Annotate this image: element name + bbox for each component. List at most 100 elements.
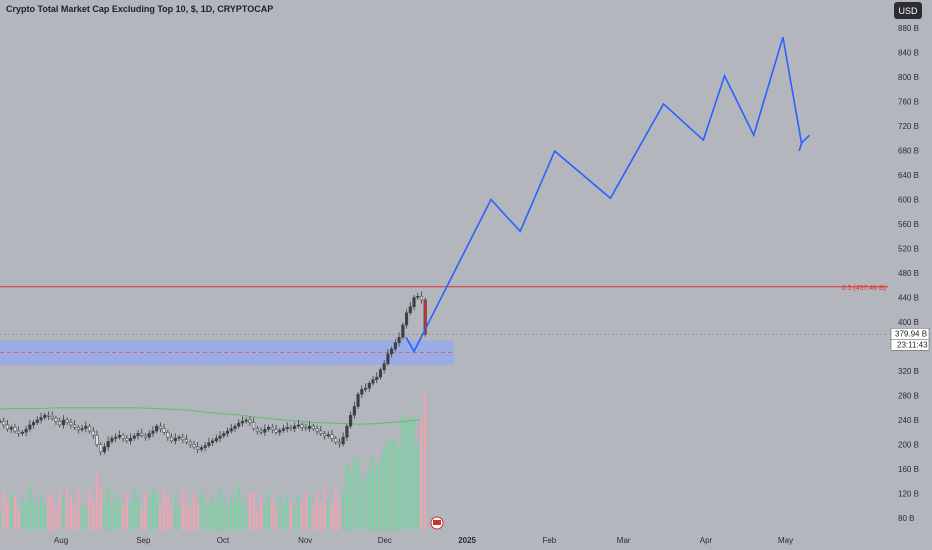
volume-bar <box>218 488 222 530</box>
candle <box>408 306 412 314</box>
volume-bar <box>32 498 35 530</box>
volume-bar <box>293 507 296 530</box>
volume-bar <box>2 492 5 530</box>
candle <box>337 441 341 445</box>
volume-bar <box>409 418 412 530</box>
candle <box>222 433 226 437</box>
candle <box>375 376 379 380</box>
candle <box>162 428 166 433</box>
volume-bar <box>110 502 114 530</box>
volume-bar <box>349 470 352 530</box>
candle <box>129 438 133 442</box>
volume-bar <box>54 505 58 530</box>
volume-bar <box>196 503 199 530</box>
volume-bar <box>69 496 73 530</box>
y-tick-label: 320 B <box>898 367 919 376</box>
candle <box>106 441 110 448</box>
candle <box>267 427 271 430</box>
candle <box>91 430 95 436</box>
candle <box>121 435 125 439</box>
currency-button[interactable]: USD <box>894 2 922 19</box>
volume-bar <box>267 492 270 530</box>
volume-bar <box>144 494 147 530</box>
volume-bar <box>256 509 259 530</box>
candle <box>177 436 181 439</box>
volume-bar <box>289 501 293 530</box>
volume-bar <box>338 499 341 530</box>
candle <box>20 432 24 434</box>
volume-bar <box>323 487 326 530</box>
candle <box>110 438 114 442</box>
volume-bar <box>416 442 419 530</box>
volume-bar <box>211 495 214 530</box>
candle <box>244 419 248 422</box>
candle <box>240 420 244 424</box>
projected-path-line[interactable] <box>405 36 811 354</box>
volume-bar <box>174 495 177 530</box>
volume-bar <box>103 502 106 530</box>
x-tick-label: Nov <box>298 536 312 545</box>
candle <box>0 420 2 423</box>
volume-bar <box>230 492 233 530</box>
candle <box>315 428 319 432</box>
candle <box>114 436 118 439</box>
candle <box>412 297 416 307</box>
candle <box>263 428 267 433</box>
candle <box>233 425 237 429</box>
volume-bar <box>215 502 218 530</box>
volume-bar <box>47 491 50 530</box>
candle <box>203 445 207 448</box>
volume-bar <box>308 497 311 530</box>
resistance-label: 0.5 (457.46 B) <box>842 285 886 292</box>
x-tick-label: Dec <box>378 536 392 545</box>
y-tick-label: 520 B <box>898 245 919 254</box>
volume-bar <box>226 506 229 530</box>
event-flag-icon-fill <box>433 520 441 525</box>
projected-path-arrowhead <box>798 142 803 152</box>
price-axis-panel[interactable] <box>888 0 932 550</box>
volume-bar <box>353 459 356 530</box>
volume-bar <box>248 491 252 530</box>
candle <box>147 433 151 438</box>
candle <box>416 296 420 298</box>
candle <box>214 438 218 442</box>
candle <box>330 434 334 439</box>
candle <box>326 434 330 437</box>
candle <box>80 428 84 431</box>
volume-bar <box>244 508 248 530</box>
candle <box>252 422 256 429</box>
y-tick-label: 200 B <box>898 441 919 450</box>
volume-bar <box>121 506 125 530</box>
candle <box>229 428 233 432</box>
x-tick-label: Apr <box>700 536 713 545</box>
candle <box>95 435 99 445</box>
volume-bar <box>319 501 322 530</box>
candle <box>371 379 375 384</box>
candle <box>46 414 51 417</box>
volume-bar <box>237 486 240 530</box>
volume-bar <box>192 494 196 530</box>
candle <box>300 424 304 428</box>
candle <box>2 420 6 426</box>
volume-bar <box>233 501 237 530</box>
volume-bar <box>0 516 2 530</box>
volume-bar <box>368 470 371 530</box>
volume-bar <box>24 502 28 530</box>
candle <box>319 430 323 434</box>
volume-bar <box>181 490 184 530</box>
volume-bar <box>334 488 337 530</box>
volume-bar <box>159 505 162 530</box>
plot-area <box>0 0 888 550</box>
candle <box>378 369 383 378</box>
candle <box>192 444 196 448</box>
candle <box>218 435 222 439</box>
candle <box>39 417 43 421</box>
y-tick-label: 280 B <box>898 392 919 401</box>
volume-bar <box>28 484 32 530</box>
candle <box>84 425 88 429</box>
candle <box>17 430 21 434</box>
candle <box>356 394 360 407</box>
candle <box>285 427 289 429</box>
volume-bar <box>77 491 80 530</box>
